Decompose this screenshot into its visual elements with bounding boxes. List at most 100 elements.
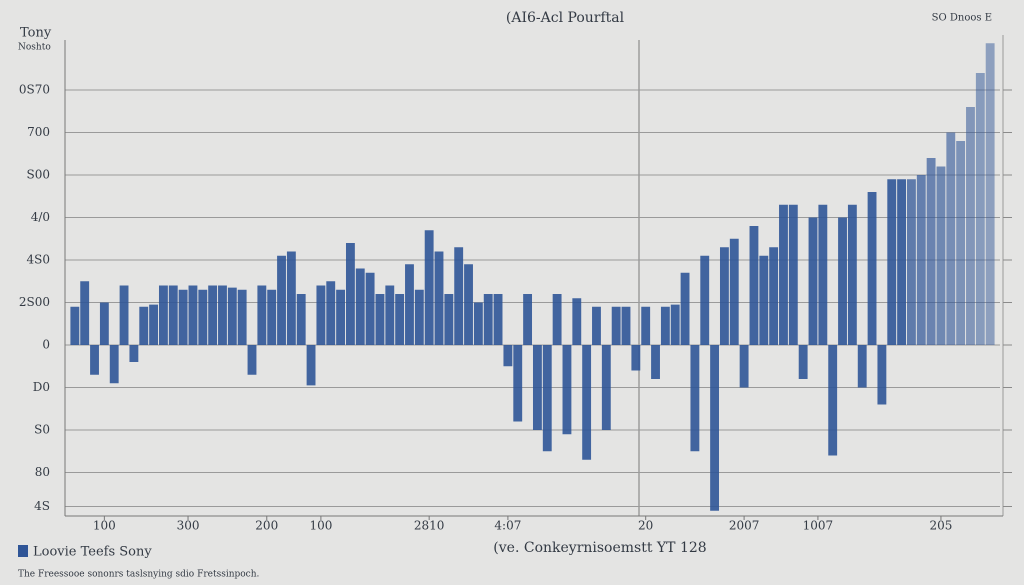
bar bbox=[345, 243, 355, 345]
bar bbox=[90, 345, 99, 375]
bar bbox=[178, 289, 188, 345]
bar bbox=[946, 132, 956, 345]
bar bbox=[503, 345, 513, 367]
bar bbox=[375, 294, 385, 345]
bar bbox=[247, 345, 257, 375]
y-tick-label: 2S00 bbox=[19, 295, 50, 309]
bar bbox=[601, 345, 611, 430]
x-tick-label: 20 bbox=[638, 519, 653, 533]
bar bbox=[395, 294, 405, 345]
bar bbox=[513, 345, 523, 422]
y-tick-label: 4S bbox=[34, 499, 50, 513]
bar bbox=[523, 294, 533, 345]
bar bbox=[621, 306, 631, 345]
bar bbox=[267, 289, 277, 345]
bar bbox=[985, 43, 995, 345]
x-tick-label: 300 bbox=[177, 519, 200, 533]
bar bbox=[887, 179, 897, 345]
bar bbox=[119, 285, 129, 345]
bar bbox=[847, 204, 857, 345]
bar bbox=[99, 302, 109, 345]
bar bbox=[818, 204, 828, 345]
bar bbox=[198, 289, 208, 345]
bar bbox=[759, 255, 769, 345]
bar bbox=[975, 73, 985, 345]
bar bbox=[651, 345, 660, 379]
x-tick-label: 1007 bbox=[803, 519, 834, 533]
bar bbox=[572, 298, 582, 345]
x-title: (ve. Conkeyrnisoemstt YT 128 bbox=[493, 540, 706, 556]
bar bbox=[670, 304, 680, 345]
bar bbox=[611, 306, 621, 345]
bar bbox=[326, 281, 336, 345]
bar bbox=[306, 345, 316, 386]
bar bbox=[336, 289, 346, 345]
bar bbox=[897, 179, 907, 345]
bar bbox=[838, 217, 847, 345]
bar bbox=[710, 345, 720, 511]
bar bbox=[218, 285, 227, 345]
bar bbox=[877, 345, 887, 405]
y-tick-label: 4/0 bbox=[31, 210, 50, 224]
bar bbox=[109, 345, 119, 384]
y-tick-label: S00 bbox=[27, 168, 51, 182]
bar bbox=[188, 285, 198, 345]
bar bbox=[444, 294, 454, 345]
bar bbox=[631, 345, 641, 371]
bar bbox=[532, 345, 542, 430]
bar bbox=[680, 272, 690, 345]
bar bbox=[237, 289, 247, 345]
bar bbox=[660, 306, 670, 345]
bar bbox=[158, 285, 168, 345]
bar bbox=[582, 345, 592, 460]
bar bbox=[729, 238, 739, 345]
bar bbox=[227, 287, 237, 345]
bar bbox=[719, 247, 729, 345]
bar bbox=[739, 345, 749, 388]
chart-title: (AI6-Acl Pourftal bbox=[506, 10, 625, 26]
x-tick-label: 4:07 bbox=[494, 519, 521, 533]
bar bbox=[700, 255, 710, 345]
bar bbox=[365, 272, 375, 345]
y-tick-label: 700 bbox=[27, 125, 50, 139]
bar bbox=[139, 306, 149, 345]
bar bbox=[80, 281, 90, 345]
bar bbox=[454, 247, 464, 345]
bar bbox=[749, 226, 759, 345]
bar bbox=[355, 268, 365, 345]
bar bbox=[385, 285, 395, 345]
legend-label: Loovie Teefs Sony bbox=[33, 545, 152, 560]
x-tick-label: 2007 bbox=[729, 519, 760, 533]
bar bbox=[464, 264, 473, 345]
bar bbox=[129, 345, 139, 362]
bar bbox=[473, 302, 483, 345]
bar bbox=[966, 107, 975, 345]
bar bbox=[208, 285, 218, 345]
bar bbox=[493, 294, 503, 345]
bar bbox=[808, 217, 818, 345]
x-tick-label: 205 bbox=[929, 519, 952, 533]
bar bbox=[788, 204, 798, 345]
bar bbox=[277, 255, 286, 345]
bar bbox=[286, 251, 296, 345]
y-tick-label: 80 bbox=[35, 465, 50, 479]
y-tick-label: S0 bbox=[34, 423, 50, 437]
bar bbox=[257, 285, 267, 345]
bar bbox=[405, 264, 414, 345]
bar bbox=[956, 141, 966, 345]
bar bbox=[414, 289, 424, 345]
x-tick-label: 200 bbox=[255, 519, 278, 533]
legend-swatch bbox=[18, 545, 28, 557]
bar bbox=[906, 179, 916, 345]
bar bbox=[769, 247, 779, 345]
bar bbox=[867, 192, 877, 345]
bar bbox=[316, 285, 326, 345]
bar bbox=[424, 230, 434, 345]
bar bbox=[168, 285, 178, 345]
bar bbox=[798, 345, 808, 379]
bar bbox=[149, 304, 159, 345]
bar bbox=[690, 345, 700, 452]
bar bbox=[542, 345, 552, 452]
y-tick-label: 0S70 bbox=[19, 83, 50, 97]
